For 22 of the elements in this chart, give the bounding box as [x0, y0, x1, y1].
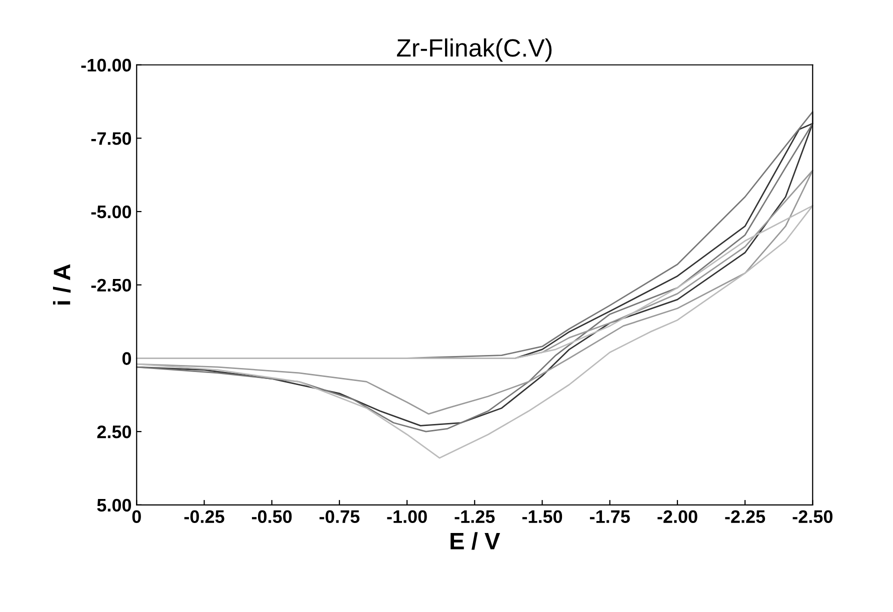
- x-tick-label: -1.25: [454, 510, 495, 524]
- x-tick-label: -0.50: [252, 510, 292, 524]
- y-tick-label: 2.50: [97, 425, 132, 438]
- x-tick-label: -2.25: [725, 510, 766, 524]
- y-axis-title: i / A: [53, 264, 71, 304]
- x-tick-label: -1.50: [522, 510, 562, 524]
- x-tick-label: -0.75: [320, 510, 360, 524]
- x-tick-label: -1.75: [590, 510, 630, 524]
- x-tick-label: -0.25: [184, 510, 224, 524]
- x-tick-label: -1.00: [387, 510, 427, 524]
- y-tick-label: 5.00: [97, 498, 132, 512]
- x-tick-label: -2.50: [792, 510, 832, 524]
- line-series: [136, 204, 814, 459]
- x-tick-label: 0: [132, 510, 141, 524]
- y-tick-label: -10.00: [81, 58, 132, 72]
- chart-title: Zr-Flinak(C.V): [396, 38, 552, 62]
- y-tick-label: 0: [122, 352, 132, 365]
- x-axis-title: E / V: [450, 532, 500, 550]
- y-tick-label: -7.50: [91, 132, 132, 145]
- y-tick-label: -2.50: [91, 278, 132, 292]
- y-tick-label: -5.00: [91, 205, 132, 218]
- x-tick-label: -2.00: [658, 510, 698, 524]
